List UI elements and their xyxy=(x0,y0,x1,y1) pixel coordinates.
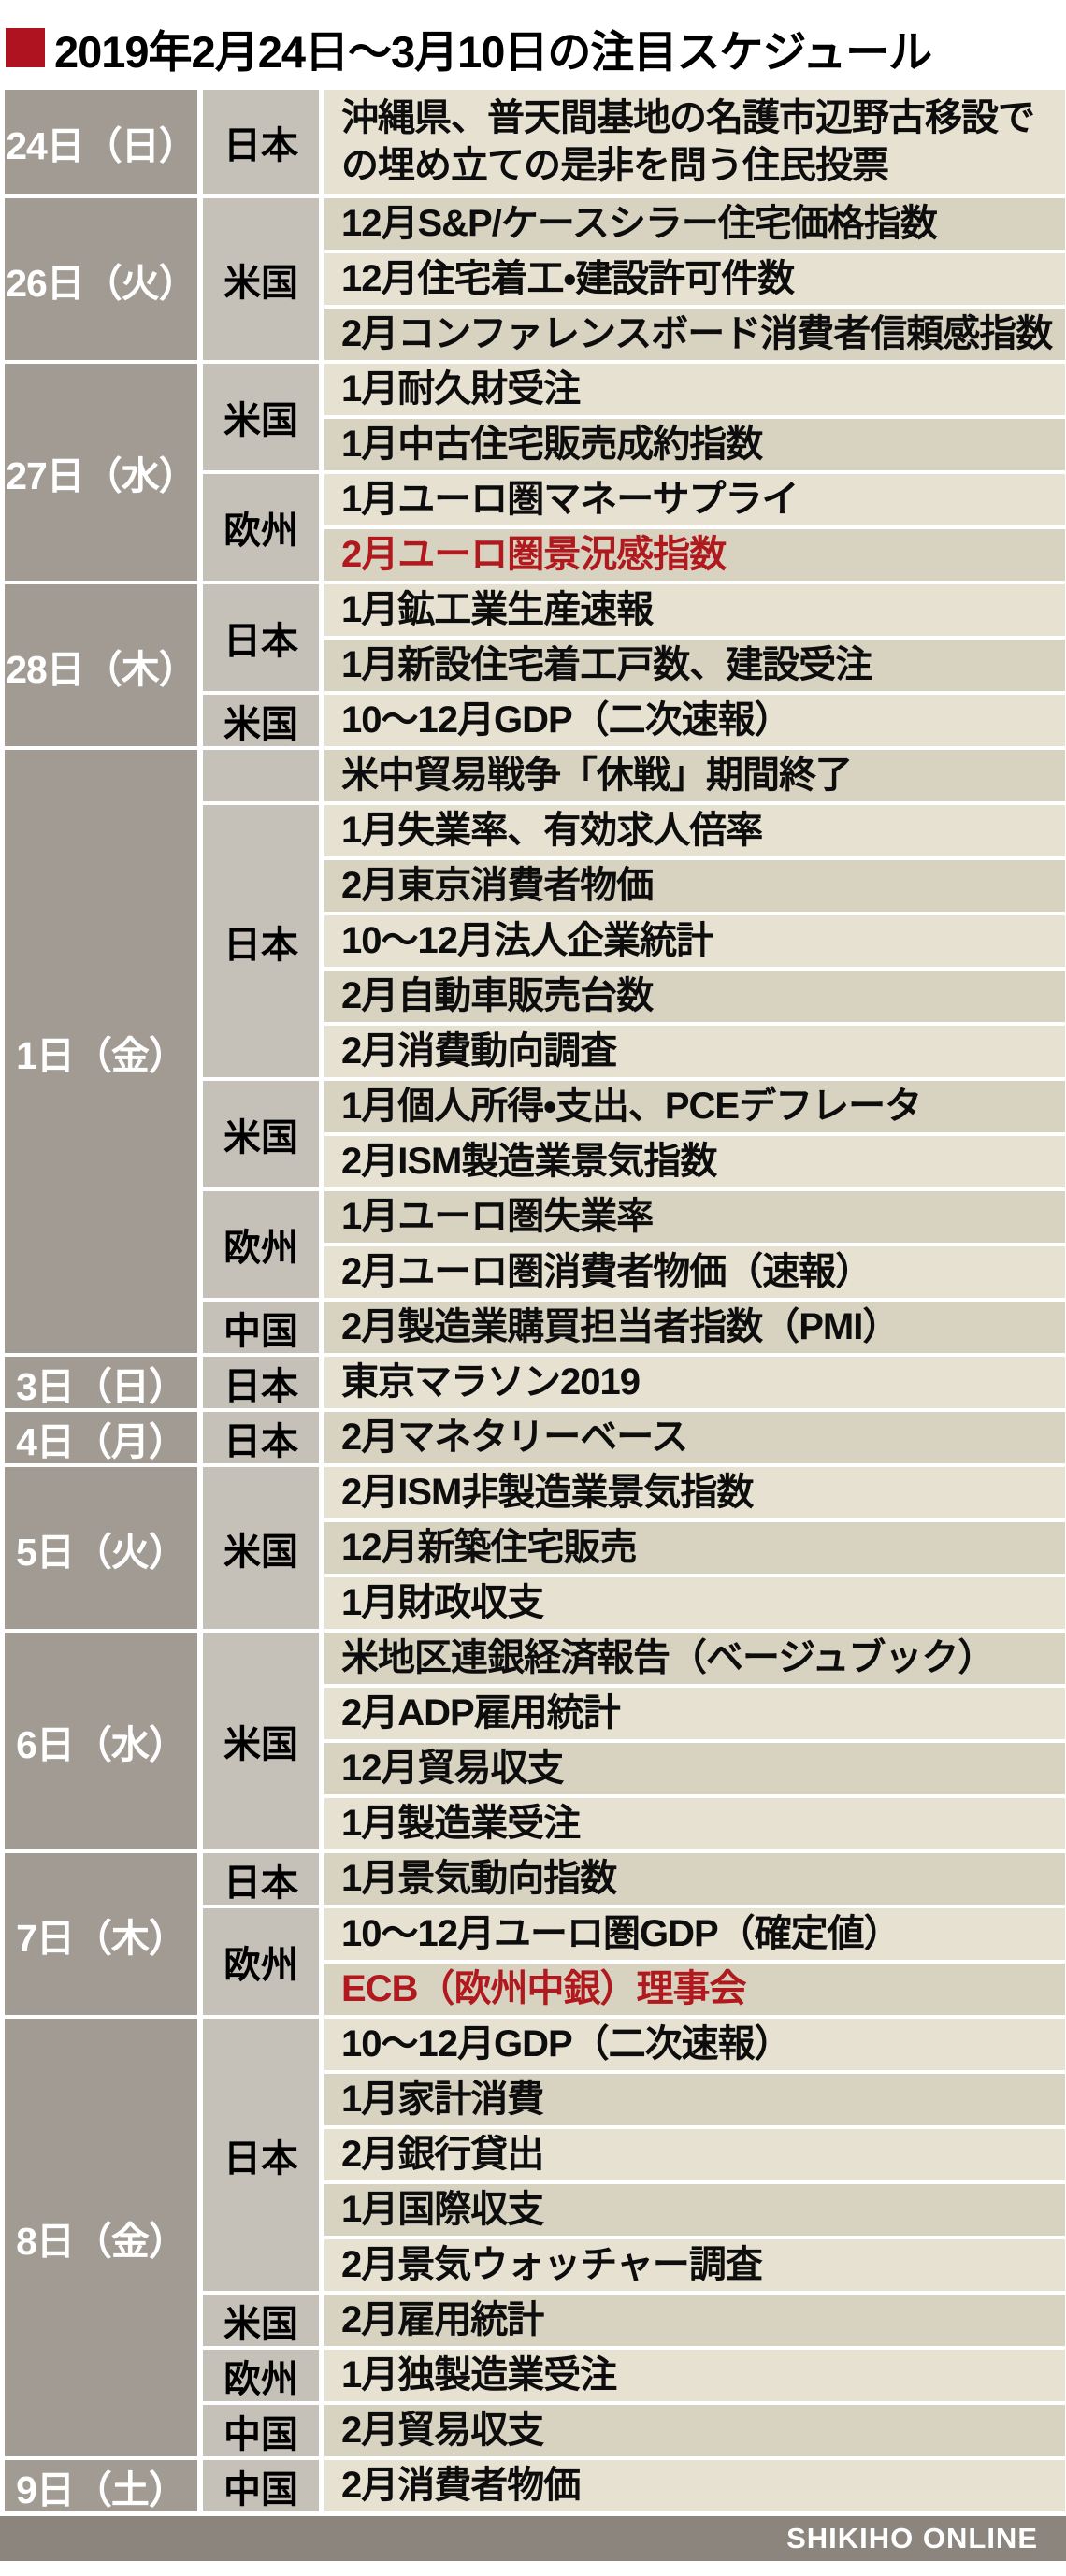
event-cell: 1月中古住宅販売成約指数 xyxy=(324,419,1065,470)
event-cell: 1月国際収支 xyxy=(324,2184,1065,2236)
date-cell: 6日（水） xyxy=(5,1633,197,1849)
region-cell: 欧州 xyxy=(203,1191,319,1298)
date-cell: 8日（金） xyxy=(5,2019,197,2456)
region-cell: 米国 xyxy=(203,2295,319,2346)
region-cell: 欧州 xyxy=(203,474,319,581)
event-cell: 2月銀行貸出 xyxy=(324,2129,1065,2180)
date-cell: 27日（水） xyxy=(5,364,197,581)
event-cell: 1月失業率、有効求人倍率 xyxy=(324,805,1065,856)
event-cell: 2月消費者物価 xyxy=(324,2460,1065,2511)
schedule-table: 24日（日） 日本 沖縄県、普天間基地の名護市辺野古移設での埋め立ての是非を問う住民… xyxy=(5,90,1065,2511)
region-cell: 米国 xyxy=(203,198,319,360)
date-cell: 24日（日） xyxy=(5,90,197,194)
region-cell: 米国 xyxy=(203,1081,319,1187)
event-cell: 2月ADP雇用統計 xyxy=(324,1688,1065,1739)
date-cell: 28日（木） xyxy=(5,584,197,746)
event-cell: 10〜12月GDP（二次速報） xyxy=(324,695,1065,746)
event-cell: 1月ユーロ圏マネーサプライ xyxy=(324,474,1065,525)
region-cell: 中国 xyxy=(203,1302,319,1353)
event-cell: 1月個人所得・支出、PCEデフレータ xyxy=(324,1081,1065,1132)
event-cell: 2月自動車販売台数 xyxy=(324,971,1065,1022)
event-cell-highlight: ECB（欧州中銀）理事会 xyxy=(324,1964,1065,2015)
title-bullet-icon xyxy=(6,28,45,67)
event-cell: 12月新築住宅販売 xyxy=(324,1522,1065,1574)
event-cell: 東京マラソン2019 xyxy=(324,1357,1065,1408)
event-cell: 米地区連銀経済報告（ベージュブック） xyxy=(324,1633,1065,1684)
region-cell: 欧州 xyxy=(203,1908,319,2015)
region-cell: 米国 xyxy=(203,695,319,746)
event-cell: 1月家計消費 xyxy=(324,2074,1065,2125)
event-cell: 2月東京消費者物価 xyxy=(324,860,1065,912)
region-cell: 欧州 xyxy=(203,2350,319,2401)
event-cell: 12月貿易収支 xyxy=(324,1743,1065,1794)
brand-label: SHIKIHO ONLINE xyxy=(786,2522,1038,2554)
date-cell: 5日（火） xyxy=(5,1467,197,1629)
region-cell: 日本 xyxy=(203,1357,319,1408)
region-cell: 日本 xyxy=(203,2019,319,2291)
region-cell: 米国 xyxy=(203,364,319,470)
date-cell: 9日（土） xyxy=(5,2460,197,2511)
region-cell: 日本 xyxy=(203,584,319,691)
event-cell: 2月景気ウォッチャー調査 xyxy=(324,2239,1065,2291)
event-cell: 沖縄県、普天間基地の名護市辺野古移設での埋め立ての是非を問う住民投票 xyxy=(324,90,1065,194)
event-cell: 2月ISM製造業景気指数 xyxy=(324,1136,1065,1187)
event-cell: 2月ユーロ圏消費者物価（速報） xyxy=(324,1246,1065,1298)
event-cell: 2月貿易収支 xyxy=(324,2405,1065,2456)
date-cell: 7日（木） xyxy=(5,1853,197,2015)
event-cell: 米中貿易戦争「休戦」期間終了 xyxy=(324,750,1065,801)
region-cell: 日本 xyxy=(203,1853,319,1905)
region-cell: 日本 xyxy=(203,1412,319,1463)
event-cell: 10〜12月法人企業統計 xyxy=(324,915,1065,967)
event-cell: 1月独製造業受注 xyxy=(324,2350,1065,2401)
date-cell: 3日（日） xyxy=(5,1357,197,1408)
event-cell: 2月雇用統計 xyxy=(324,2295,1065,2346)
event-cell: 2月コンファレンスボード消費者信頼感指数 xyxy=(324,309,1065,360)
event-cell: 12月S&P/ケースシラー住宅価格指数 xyxy=(324,198,1065,250)
region-cell: 日本 xyxy=(203,90,319,194)
footer-bar: SHIKIHO ONLINE xyxy=(0,2516,1066,2561)
event-cell: 1月鉱工業生産速報 xyxy=(324,584,1065,636)
region-cell: 米国 xyxy=(203,1467,319,1629)
event-cell: 12月住宅着工・建設許可件数 xyxy=(324,253,1065,305)
event-cell: 1月製造業受注 xyxy=(324,1798,1065,1849)
region-cell: 日本 xyxy=(203,805,319,1077)
event-cell: 2月マネタリーベース xyxy=(324,1412,1065,1463)
event-cell: 2月消費動向調査 xyxy=(324,1026,1065,1077)
event-cell: 1月ユーロ圏失業率 xyxy=(324,1191,1065,1243)
event-cell: 10〜12月GDP（二次速報） xyxy=(324,2019,1065,2070)
date-cell: 26日（火） xyxy=(5,198,197,360)
event-cell: 1月財政収支 xyxy=(324,1577,1065,1629)
date-cell: 4日（月） xyxy=(5,1412,197,1463)
event-cell: 2月ISM非製造業景気指数 xyxy=(324,1467,1065,1518)
event-cell: 1月耐久財受注 xyxy=(324,364,1065,415)
page-title: 2019年2月24日〜3月10日の注目スケジュール xyxy=(54,26,932,77)
page-title-row: 2019年2月24日〜3月10日の注目スケジュール xyxy=(0,0,1066,90)
region-cell: 中国 xyxy=(203,2460,319,2511)
region-cell: 中国 xyxy=(203,2405,319,2456)
region-cell-empty xyxy=(203,750,319,801)
date-cell: 1日（金） xyxy=(5,750,197,1353)
event-cell: 10〜12月ユーロ圏GDP（確定値） xyxy=(324,1908,1065,1960)
region-cell: 米国 xyxy=(203,1633,319,1849)
event-cell-highlight: 2月ユーロ圏景況感指数 xyxy=(324,529,1065,581)
event-cell: 2月製造業購買担当者指数（PMI） xyxy=(324,1302,1065,1353)
event-cell: 1月新設住宅着工戸数、建設受注 xyxy=(324,640,1065,691)
event-cell: 1月景気動向指数 xyxy=(324,1853,1065,1905)
